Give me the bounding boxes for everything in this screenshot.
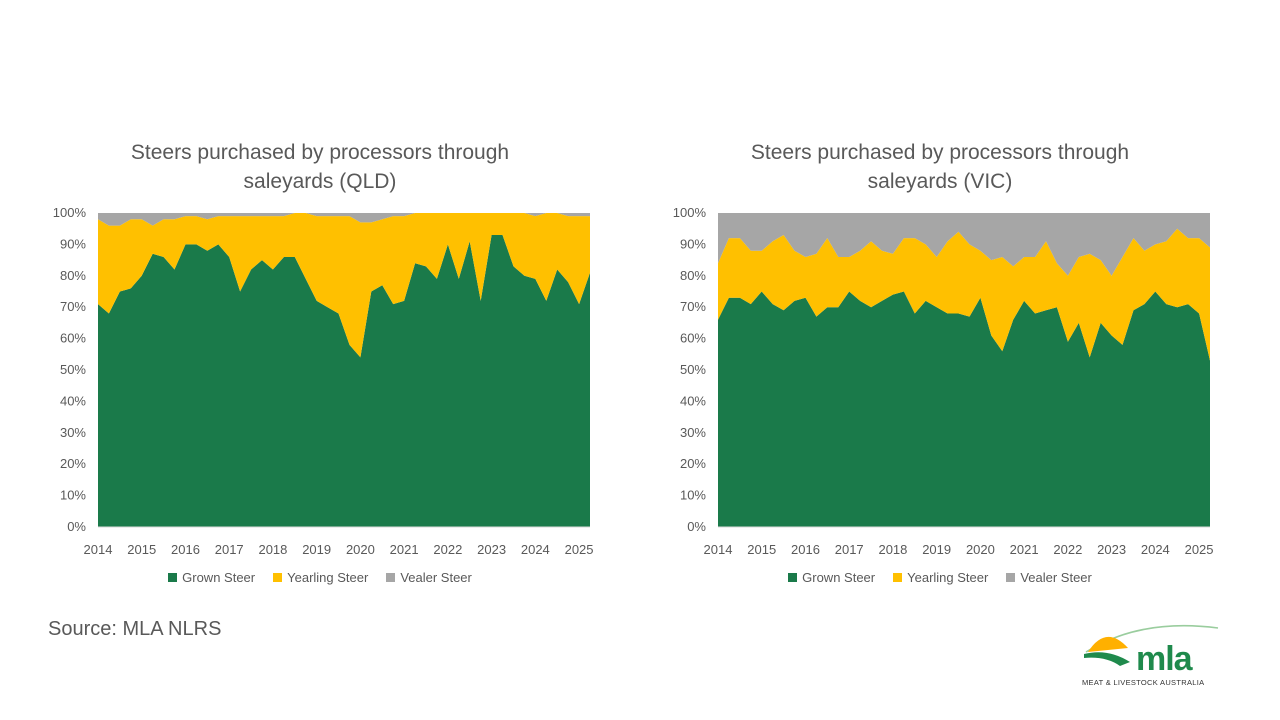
legend-label-vealer: Vealer Steer [1020,570,1092,585]
legend-label-yearling: Yearling Steer [907,570,989,585]
y-tick-label-qld: 100% [53,205,87,220]
x-tick-label-qld: 2024 [521,542,550,557]
legend-item-yearling-steer: Yearling Steer [893,570,988,585]
x-tick-label-vic: 2017 [835,542,864,557]
x-tick-label-qld: 2023 [477,542,506,557]
y-tick-label-vic: 10% [680,488,706,503]
legend-item-grown-steer: Grown Steer [788,570,875,585]
y-tick-label-qld: 0% [67,519,86,534]
mla-logo-icon [1084,624,1219,666]
chart-qld-title: Steers purchased by processors through s… [40,138,600,196]
y-tick-label-vic: 100% [673,205,707,220]
y-tick-label-qld: 90% [60,236,86,251]
chart-qld: 0% 10% 20% 30% 40% 50% 60% 70% 80% 90% 100% 2014 201… [40,130,600,600]
y-tick-label-vic: 60% [680,331,706,346]
y-tick-label-qld: 50% [60,362,86,377]
x-tick-label-vic: 2022 [1053,542,1082,557]
mla-logo: mla MEAT & LIVESTOCK AUSTRALIA [1080,622,1220,692]
area-yearling-steer-vic [718,228,1210,361]
x-tick-label-vic: 2023 [1097,542,1126,557]
legend-swatch-grown [788,573,798,582]
chart-vic: 0% 10% 20% 30% 40% 50% 60% 70% 80% 90% 100% 2014 201… [660,130,1220,600]
legend-label-grown: Grown Steer [802,570,876,585]
logo-subtitle: MEAT & LIVESTOCK AUSTRALIA [1082,678,1205,687]
legend-swatch-vealer [1006,573,1016,582]
y-tick-label-qld: 30% [60,425,86,440]
y-tick-label-qld: 80% [60,268,86,283]
legend-label-vealer: Vealer Steer [400,570,472,585]
y-tick-label-vic: 90% [680,236,706,251]
y-tick-label-vic: 20% [680,456,706,471]
legend-swatch-yearling [273,573,283,582]
chart-vic-title: Steers purchased by processors through s… [660,138,1220,196]
x-tick-label-vic: 2020 [966,542,995,557]
legend-item-vealer-steer: Vealer Steer [1006,570,1092,585]
x-tick-label-qld: 2017 [215,542,244,557]
x-tick-label-qld: 2015 [127,542,156,557]
x-tick-label-qld: 2014 [84,542,113,557]
x-tick-label-vic: 2015 [747,542,776,557]
chart-qld-plot: 0% 10% 20% 30% 40% 50% 60% 70% 80% 90% 100% 2014 201… [53,205,594,557]
y-tick-label-vic: 70% [680,299,706,314]
x-tick-label-qld: 2016 [171,542,200,557]
legend-swatch-vealer [386,573,396,582]
y-tick-label-qld: 60% [60,331,86,346]
y-tick-label-qld: 20% [60,456,86,471]
y-tick-label-qld: 40% [60,393,86,408]
x-tick-label-qld: 2021 [390,542,419,557]
x-tick-label-qld: 2022 [433,542,462,557]
x-tick-label-vic: 2025 [1185,542,1214,557]
y-tick-label-vic: 50% [680,362,706,377]
legend-swatch-yearling [893,573,903,582]
area-vealer-steer-vic [718,213,1210,276]
chart-qld-title-line-2: saleyards (QLD) [243,170,397,193]
y-tick-label-qld: 10% [60,488,86,503]
chart-vic-title-line-1: Steers purchased by processors through [750,141,1130,164]
y-tick-label-vic: 30% [680,425,706,440]
legend-item-grown-steer: Grown Steer [168,570,255,585]
legend-label-grown: Grown Steer [182,570,256,585]
chart-qld-title-line-1: Steers purchased by processors through [130,141,510,164]
y-tick-label-vic: 40% [680,393,706,408]
y-tick-label-qld: 70% [60,299,86,314]
x-tick-label-vic: 2024 [1141,542,1170,557]
area-grown-steer-qld [98,235,590,527]
legend-item-yearling-steer: Yearling Steer [273,570,368,585]
area-grown-steer-vic [718,291,1210,527]
x-tick-label-qld: 2025 [565,542,594,557]
logo-wordmark: mla [1136,640,1193,678]
chart-vic-title-line-2: saleyards (VIC) [867,170,1013,193]
x-tick-label-vic: 2018 [878,542,907,557]
x-tick-label-qld: 2018 [258,542,287,557]
x-tick-label-vic: 2021 [1010,542,1039,557]
x-tick-label-vic: 2014 [704,542,733,557]
area-yearling-steer-qld [98,213,590,358]
chart-vic-legend: Grown Steer Yearling Steer Vealer Steer [660,570,1220,585]
area-vealer-steer-qld [98,213,590,226]
legend-item-vealer-steer: Vealer Steer [386,570,472,585]
chart-vic-plot: 0% 10% 20% 30% 40% 50% 60% 70% 80% 90% 100% 2014 201… [673,205,1214,557]
legend-swatch-grown [168,573,178,582]
y-tick-label-vic: 80% [680,268,706,283]
x-tick-label-qld: 2019 [302,542,331,557]
x-tick-label-vic: 2016 [791,542,820,557]
y-tick-label-vic: 0% [687,519,706,534]
x-tick-label-qld: 2020 [346,542,375,557]
source-note: Source: MLA NLRS [48,618,222,640]
chart-qld-legend: Grown Steer Yearling Steer Vealer Steer [40,570,600,585]
x-tick-label-vic: 2019 [922,542,951,557]
legend-label-yearling: Yearling Steer [287,570,369,585]
